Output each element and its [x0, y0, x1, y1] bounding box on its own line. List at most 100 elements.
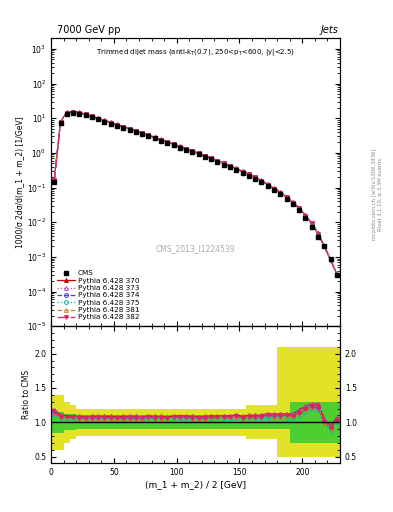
Pythia 6.428 374	[71, 109, 75, 115]
Pythia 6.428 375	[90, 114, 94, 120]
Pythia 6.428 381	[284, 194, 289, 200]
Pythia 6.428 370	[83, 111, 88, 117]
CMS	[265, 183, 270, 189]
Pythia 6.428 375	[64, 110, 69, 116]
Pythia 6.428 373	[152, 134, 157, 140]
Pythia 6.428 373	[316, 230, 320, 237]
Pythia 6.428 381	[265, 181, 270, 187]
Pythia 6.428 381	[134, 128, 138, 134]
Pythia 6.428 374	[284, 194, 289, 200]
Pythia 6.428 374	[316, 231, 320, 237]
Pythia 6.428 373	[246, 171, 251, 177]
CMS	[171, 142, 176, 148]
Line: Pythia 6.428 374: Pythia 6.428 374	[52, 110, 339, 276]
Pythia 6.428 375	[272, 186, 276, 192]
Pythia 6.428 373	[334, 271, 339, 277]
Pythia 6.428 381	[102, 117, 107, 123]
Pythia 6.428 373	[215, 158, 220, 164]
Pythia 6.428 373	[77, 110, 82, 116]
Pythia 6.428 381	[184, 146, 189, 152]
Text: Trimmed dijet mass (anti-k$_{\rm T}$(0.7), 250<p$_{\rm T}$<600, |y|<2.5): Trimmed dijet mass (anti-k$_{\rm T}$(0.7…	[96, 47, 295, 58]
Pythia 6.428 382	[71, 109, 75, 115]
CMS	[253, 176, 257, 182]
Pythia 6.428 373	[127, 125, 132, 132]
Line: Pythia 6.428 370: Pythia 6.428 370	[52, 110, 339, 276]
Pythia 6.428 374	[253, 175, 257, 181]
Pythia 6.428 381	[234, 166, 239, 172]
Pythia 6.428 373	[140, 130, 145, 136]
Pythia 6.428 373	[165, 139, 170, 145]
Pythia 6.428 375	[328, 257, 333, 263]
Pythia 6.428 370	[102, 117, 107, 123]
Pythia 6.428 382	[190, 148, 195, 154]
Pythia 6.428 374	[90, 114, 94, 120]
CMS	[228, 164, 232, 170]
Pythia 6.428 374	[184, 146, 189, 152]
Pythia 6.428 375	[127, 126, 132, 132]
CMS	[284, 196, 289, 202]
Pythia 6.428 375	[334, 272, 339, 278]
Pythia 6.428 375	[140, 131, 145, 137]
Pythia 6.428 370	[253, 174, 257, 180]
Pythia 6.428 370	[134, 127, 138, 134]
CMS	[221, 161, 226, 167]
Pythia 6.428 381	[259, 178, 264, 184]
Pythia 6.428 373	[121, 123, 126, 130]
Pythia 6.428 374	[64, 110, 69, 116]
Pythia 6.428 374	[165, 139, 170, 145]
CMS	[102, 118, 107, 124]
Pythia 6.428 370	[259, 177, 264, 183]
Line: Pythia 6.428 373: Pythia 6.428 373	[52, 110, 339, 276]
Pythia 6.428 374	[278, 189, 283, 196]
Pythia 6.428 370	[90, 113, 94, 119]
Text: CMS_2013_I1224539: CMS_2013_I1224539	[156, 244, 235, 253]
Pythia 6.428 373	[184, 145, 189, 152]
Pythia 6.428 381	[202, 153, 207, 159]
CMS	[134, 129, 138, 135]
CMS	[259, 179, 264, 185]
Pythia 6.428 382	[127, 126, 132, 132]
Pythia 6.428 374	[140, 130, 145, 136]
Pythia 6.428 382	[121, 124, 126, 130]
Pythia 6.428 375	[96, 116, 101, 122]
Pythia 6.428 382	[152, 135, 157, 141]
Pythia 6.428 381	[178, 143, 182, 150]
CMS	[52, 179, 57, 185]
Pythia 6.428 373	[297, 205, 301, 211]
CMS	[77, 111, 82, 117]
Pythia 6.428 370	[71, 109, 75, 115]
Pythia 6.428 381	[140, 130, 145, 136]
Pythia 6.428 375	[309, 221, 314, 227]
CMS	[202, 154, 207, 160]
Pythia 6.428 382	[90, 114, 94, 120]
Pythia 6.428 374	[121, 124, 126, 130]
Pythia 6.428 381	[90, 114, 94, 120]
Pythia 6.428 381	[190, 148, 195, 154]
Pythia 6.428 375	[196, 151, 201, 157]
Pythia 6.428 381	[322, 243, 327, 249]
CMS	[328, 255, 333, 262]
Pythia 6.428 370	[334, 271, 339, 277]
Pythia 6.428 373	[284, 194, 289, 200]
Pythia 6.428 374	[159, 137, 163, 143]
Pythia 6.428 382	[64, 110, 69, 116]
Pythia 6.428 370	[77, 110, 82, 116]
Pythia 6.428 381	[253, 175, 257, 181]
Pythia 6.428 370	[184, 145, 189, 152]
Pythia 6.428 374	[152, 135, 157, 141]
CMS	[334, 272, 339, 278]
Pythia 6.428 370	[297, 205, 301, 211]
Line: CMS: CMS	[52, 111, 339, 278]
Pythia 6.428 375	[178, 144, 182, 150]
CMS	[290, 201, 295, 207]
Pythia 6.428 381	[108, 120, 113, 126]
Pythia 6.428 381	[96, 115, 101, 121]
Pythia 6.428 382	[58, 119, 63, 125]
Pythia 6.428 370	[140, 130, 145, 136]
Text: Rivet 3.1.10, ≥ 3.3M events: Rivet 3.1.10, ≥ 3.3M events	[378, 158, 383, 231]
Legend: CMS, Pythia 6.428 370, Pythia 6.428 373, Pythia 6.428 374, Pythia 6.428 375, Pyt: CMS, Pythia 6.428 370, Pythia 6.428 373,…	[55, 268, 141, 323]
Pythia 6.428 373	[290, 199, 295, 205]
Pythia 6.428 382	[178, 143, 182, 150]
CMS	[71, 110, 75, 116]
Pythia 6.428 375	[121, 124, 126, 130]
